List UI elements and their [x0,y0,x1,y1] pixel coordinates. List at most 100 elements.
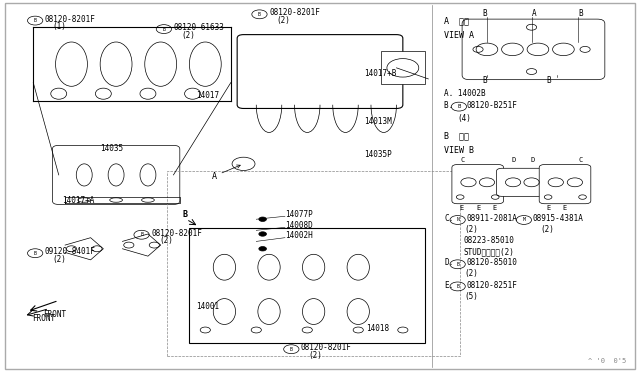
Text: VIEW B: VIEW B [444,146,474,155]
Text: E: E [459,205,463,211]
Text: (2): (2) [276,16,291,25]
Text: 08120-8201F: 08120-8201F [269,9,320,17]
Ellipse shape [100,42,132,86]
Text: FRONT: FRONT [43,310,66,319]
Circle shape [259,247,266,251]
FancyBboxPatch shape [497,168,545,196]
Text: D: D [531,157,534,163]
Text: 14018: 14018 [367,324,390,333]
Ellipse shape [56,42,88,86]
Text: (1): (1) [52,22,67,31]
Text: (2): (2) [308,351,323,360]
Text: B: B [578,9,582,18]
Text: D: D [511,157,515,163]
Text: (4): (4) [457,114,471,124]
Ellipse shape [184,88,200,99]
Text: 14017+A: 14017+A [62,196,94,205]
Text: 08120-61633: 08120-61633 [173,23,224,32]
FancyBboxPatch shape [237,35,403,109]
Text: VIEW A: VIEW A [444,31,474,40]
Text: B: B [183,211,188,219]
Text: 14035: 14035 [100,144,124,153]
Circle shape [259,217,266,221]
Text: ^ '0  0'5: ^ '0 0'5 [588,358,626,364]
FancyBboxPatch shape [540,164,591,204]
Text: D.: D. [444,259,454,267]
Text: E: E [562,205,566,211]
FancyBboxPatch shape [52,145,180,205]
Text: 08120-8201F: 08120-8201F [151,229,202,238]
Text: 08120-85010: 08120-85010 [467,259,517,267]
Text: 08911-2081A: 08911-2081A [467,214,517,223]
FancyBboxPatch shape [4,3,636,369]
Text: 08223-85010: 08223-85010 [463,236,515,245]
FancyBboxPatch shape [189,228,425,343]
FancyBboxPatch shape [381,51,425,84]
Text: FRONT: FRONT [32,314,55,323]
Circle shape [259,232,266,236]
Text: B: B [34,251,36,256]
Text: 08120-8251F: 08120-8251F [467,280,517,289]
Text: 09120-8401F: 09120-8401F [45,247,95,256]
Text: 14002H: 14002H [285,231,313,240]
Text: (2): (2) [540,225,554,234]
Text: B: B [546,76,551,84]
Text: A. 14002B: A. 14002B [444,89,486,97]
Text: E: E [476,205,481,211]
Text: E: E [492,205,496,211]
Text: B: B [483,76,487,84]
Text: A  矢視: A 矢視 [444,16,469,26]
Text: C.: C. [444,214,454,223]
Text: E: E [546,205,550,211]
Ellipse shape [76,164,92,186]
Text: B: B [458,104,461,109]
FancyBboxPatch shape [452,164,504,204]
Ellipse shape [189,42,221,86]
Text: B  矢視: B 矢視 [444,131,469,140]
Text: A: A [532,9,536,18]
Text: B: B [456,262,459,267]
Text: A: A [212,165,240,181]
Text: (2): (2) [464,269,478,279]
Text: STUDスタッド(2): STUDスタッド(2) [463,247,515,256]
Text: 14017: 14017 [196,91,219,100]
Text: (2): (2) [181,31,195,39]
Text: M: M [522,218,525,222]
Text: 14008D: 14008D [285,221,313,231]
Ellipse shape [258,299,280,324]
FancyBboxPatch shape [462,19,605,80]
Text: 14017+B: 14017+B [365,69,397,78]
Text: N: N [456,218,459,222]
Text: 08915-4381A: 08915-4381A [533,214,584,223]
Ellipse shape [51,88,67,99]
Text: 14013M: 14013M [365,117,392,126]
Text: (2): (2) [159,236,173,245]
Ellipse shape [213,254,236,280]
Ellipse shape [140,164,156,186]
Ellipse shape [347,299,369,324]
Ellipse shape [145,42,177,86]
Ellipse shape [258,254,280,280]
Text: 08120-8201F: 08120-8201F [301,343,352,352]
Text: B: B [483,9,487,18]
Text: B: B [456,284,459,289]
Text: B: B [140,232,143,237]
Ellipse shape [108,164,124,186]
Text: 14077P: 14077P [285,211,313,219]
Ellipse shape [303,254,324,280]
Ellipse shape [95,88,111,99]
Ellipse shape [303,299,324,324]
Text: (2): (2) [464,225,478,234]
Text: B.: B. [444,102,458,110]
Text: E.: E. [444,280,454,289]
Ellipse shape [141,198,154,202]
Text: C: C [460,157,465,163]
Text: 14001: 14001 [196,302,219,311]
Text: B: B [290,347,292,352]
Text: (5): (5) [464,292,478,301]
Ellipse shape [213,299,236,324]
Text: 08120-B251F: 08120-B251F [467,102,517,110]
Ellipse shape [78,198,91,202]
Text: B: B [163,26,165,32]
Text: B: B [258,12,261,17]
